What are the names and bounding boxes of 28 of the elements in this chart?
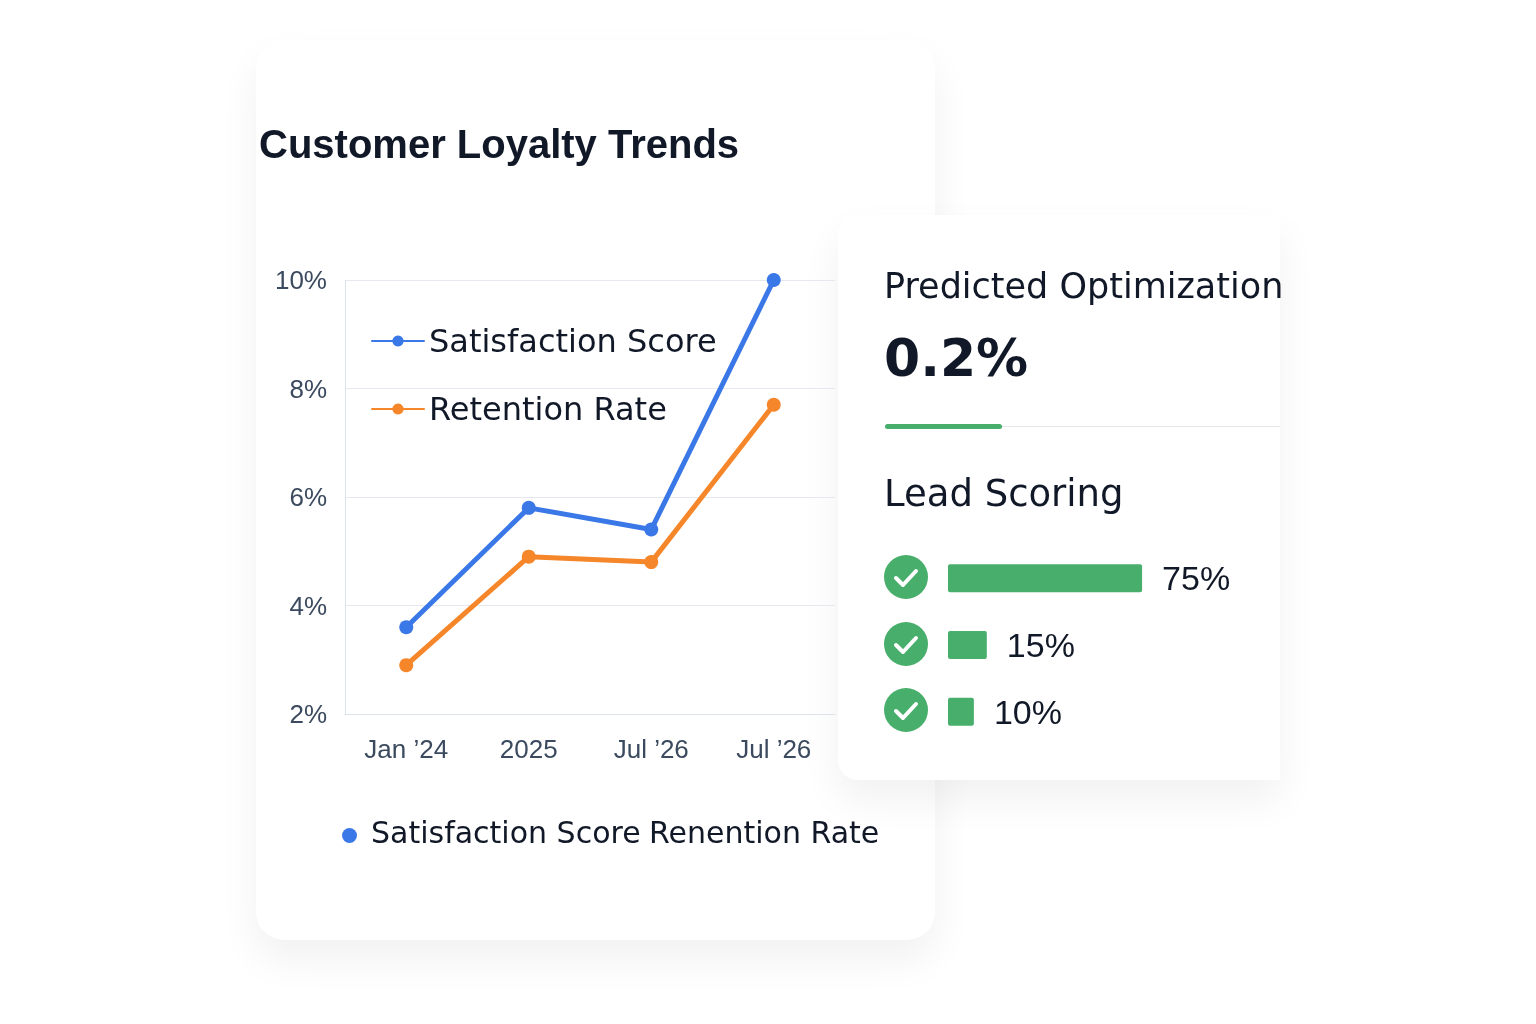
legend-label: Retention Rate [429,390,667,428]
text: 0.2% [884,328,1029,388]
y-tick-label: 8% [289,373,327,404]
data-label: 75% [1162,559,1231,598]
legend-label: Satisfaction Score [429,322,717,360]
text: Satisfaction Score [371,815,641,850]
data-label: 10% [993,692,1062,731]
x-tick-label: Jul ’26 [613,734,689,764]
x-tick-label: 2025 [499,734,558,764]
point [399,658,414,673]
point [766,397,781,412]
y-tick-label: 6% [289,482,327,512]
x-tick-label: Jan ’24 [364,734,449,764]
point [521,500,536,515]
y-tick-label: 2% [289,699,327,729]
point [644,522,659,537]
data-label: 15% [1006,626,1075,664]
point [766,273,781,287]
text: Renention Rate [649,815,880,850]
x-tick-label: Jul ’26 [736,734,812,764]
point [521,549,536,564]
text: Predicted Optimization [884,266,1284,306]
point [644,555,659,570]
y-tick-label: 10% [274,265,327,295]
y-tick-label: 4% [289,590,327,621]
point [399,620,414,635]
chart-title: Customer Loyalty Trends [259,122,740,167]
chart-title: Lead Scoring [884,472,1124,515]
